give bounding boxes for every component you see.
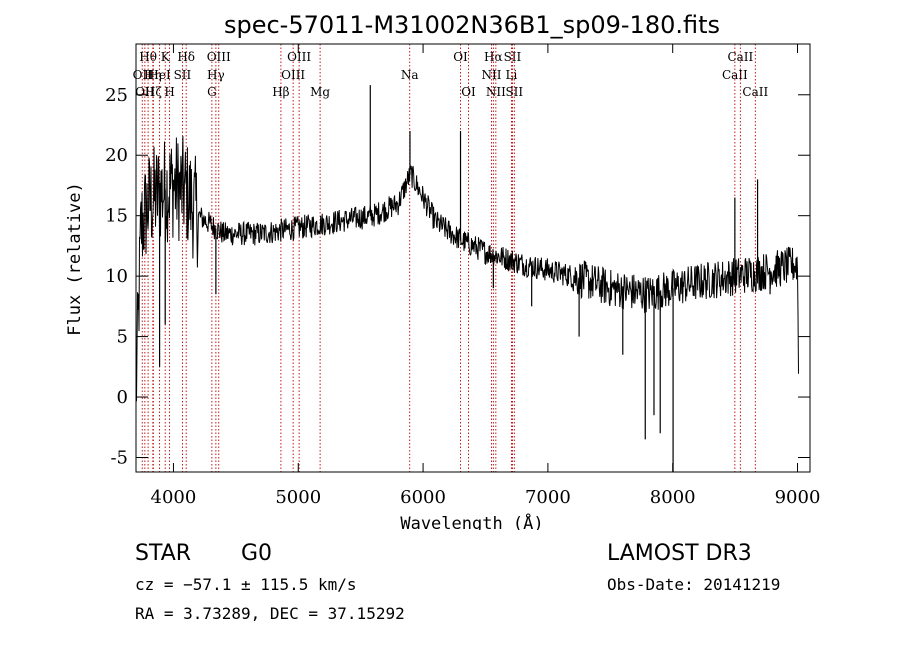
line-marker-label: CaII [742, 85, 768, 99]
line-marker-label: OII [133, 68, 153, 82]
line-marker-label: OIII [287, 50, 311, 64]
line-marker-label: K [161, 50, 171, 64]
line-marker-label: Hζ [145, 85, 162, 99]
line-marker-label: OI [453, 50, 468, 64]
line-marker-label: Li [506, 68, 518, 82]
spectral-features [158, 85, 771, 472]
object-class: STAR [135, 541, 192, 566]
x-axis-label: Wavelength (Å) [400, 512, 543, 530]
line-marker-label: G [207, 85, 217, 99]
chart-title: spec-57011-M31002N36B1_sp09-180.fits [224, 11, 720, 39]
line-marker-label: OIII [207, 50, 231, 64]
line-marker-label: Hθ [139, 50, 157, 64]
y-tick-label: 20 [105, 145, 128, 166]
y-tick-label: 10 [105, 266, 128, 287]
line-markers: OIIOIIHθHηHζHeIKHSIIHδGHγOIIIHβOIIIOIIIM… [133, 44, 768, 472]
y-tick-label: 5 [117, 327, 128, 348]
line-marker-label: HeI [148, 68, 171, 82]
line-marker-label: Hα [484, 50, 503, 64]
line-marker-label: SII [174, 68, 192, 82]
y-tick-label: 0 [117, 387, 128, 408]
observation-date: Obs-Date: 20141219 [607, 575, 781, 594]
y-tick-label: -5 [110, 447, 128, 468]
line-marker-label: CaII [727, 50, 753, 64]
redshift-velocity: cz = −57.1 ± 115.5 km/s [135, 575, 357, 594]
line-marker-label: OI [461, 85, 476, 99]
x-tick-label: 5000 [275, 487, 321, 508]
survey-name: LAMOST DR3 [607, 541, 752, 566]
coordinates: RA = 3.73289, DEC = 37.15292 [135, 604, 405, 623]
object-subclass: G0 [241, 541, 273, 566]
y-tick-label: 15 [105, 206, 128, 227]
x-tick-label: 9000 [775, 487, 821, 508]
line-marker-label: Hβ [272, 85, 289, 99]
line-marker-label: Mg [310, 85, 330, 99]
spectrum-chart: spec-57011-M31002N36B1_sp09-180.fits OII… [65, 11, 820, 530]
line-marker-label: OIII [281, 68, 305, 82]
line-marker-label: SII [505, 85, 523, 99]
y-tick-label: 25 [105, 85, 128, 106]
line-marker-label: Hη [144, 68, 162, 82]
x-tick-label: 7000 [525, 487, 571, 508]
y-axis-label: Flux (relative) [65, 182, 85, 336]
x-tick-label: 8000 [650, 487, 696, 508]
line-marker-label: OII [135, 85, 155, 99]
line-marker-label: Hγ [207, 68, 225, 82]
line-marker-label: Hδ [177, 50, 195, 64]
line-marker-label: NII [486, 85, 506, 99]
line-marker-label: CaII [722, 68, 748, 82]
axis-ticks: 4000 5000 6000 7000 8000 9000 -5 0 5 10 15 20 25 [105, 44, 820, 508]
x-tick-label: 6000 [400, 487, 446, 508]
line-marker-label: NII [481, 68, 501, 82]
plot-frame [135, 43, 811, 473]
line-marker-label: Na [401, 68, 419, 82]
line-marker-label: SII [504, 50, 522, 64]
spectrum-line [135, 136, 799, 402]
x-tick-label: 4000 [151, 487, 197, 508]
line-marker-label: H [164, 85, 174, 99]
